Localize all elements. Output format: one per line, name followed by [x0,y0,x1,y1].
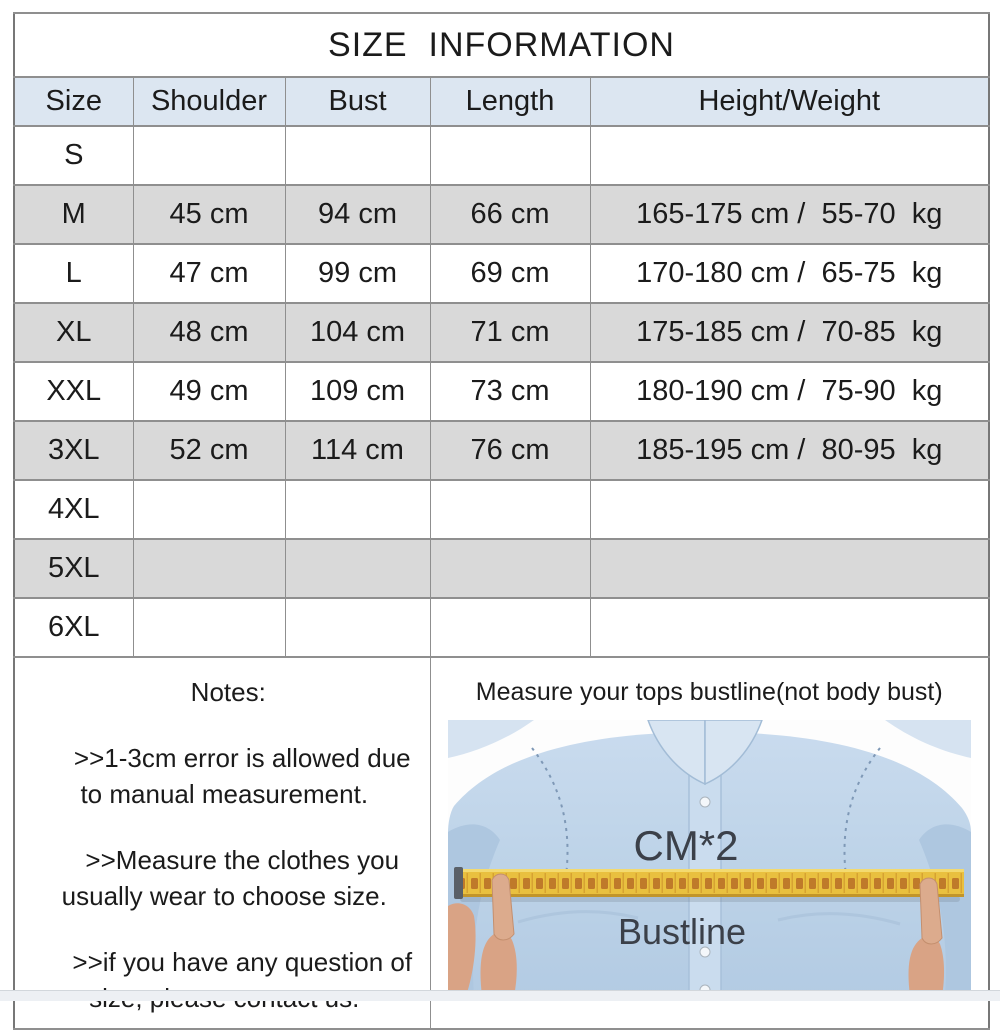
bust-cell: 114 cm [284,420,431,481]
measure-caption: Measure your tops bustline(not body bust… [475,678,943,706]
height-weight-cell [589,479,990,540]
left-armhole-seam [530,747,569,877]
table-header-row: Size Shoulder Bust Length Height/Weight [13,76,990,127]
measure-section: Measure your tops bustline(not body bust… [429,656,990,1030]
shirt-button [699,946,711,958]
tape-shadow [459,896,960,902]
right-hand [908,936,944,996]
right-side-shading [918,824,971,996]
notes-heading: Notes: [190,677,266,707]
height-weight-cell [589,125,990,186]
note-item-choose-size: >>Measure the clothes you usually wear t… [61,845,400,911]
bottom-strip [0,990,1000,1001]
height-weight-cell [589,538,990,599]
title-row: SIZE INFORMATION [13,12,990,78]
bust-cell [284,538,431,599]
height-weight-cell: 170-180 cm / 65-75 kg [589,243,990,304]
size-cell: L [13,243,134,304]
table-row-l: L 47 cm 99 cm 69 cm 170-180 cm / 65-75 k… [13,243,990,304]
notes-section: Notes: >>1-3cm error is allowed due to m… [13,656,431,1030]
length-cell: 69 cm [429,243,591,304]
left-finger [491,873,515,941]
right-armhole-seam [843,747,881,877]
height-weight-cell: 175-185 cm / 70-85 kg [589,302,990,363]
length-cell: 76 cm [429,420,591,481]
height-weight-cell: 185-195 cm / 80-95 kg [589,420,990,481]
right-sleeve [884,720,971,758]
length-cell: 73 cm [429,361,591,422]
wrinkle-line [777,912,901,926]
column-header-shoulder: Shoulder [132,76,286,127]
photo-label-cm2: CM*2 [633,822,738,869]
left-sleeve [447,720,534,758]
note-item-contact-us: >>if you have any question of size, plea… [72,947,413,1013]
bustline-measure-photo: CM*2 [447,720,971,996]
bust-cell: 99 cm [284,243,431,304]
shoulder-cell [132,597,286,658]
length-cell [429,538,591,599]
size-cell: 3XL [13,420,134,481]
table-row-s: S [13,125,990,186]
size-cell: XXL [13,361,134,422]
bust-cell [284,597,431,658]
column-header-height-weight: Height/Weight [589,76,990,127]
bust-cell [284,125,431,186]
size-chart-sheet: SIZE INFORMATION Size Shoulder Bust Leng… [13,12,990,1030]
size-cell: XL [13,302,134,363]
shoulder-cell [132,125,286,186]
shoulder-cell: 52 cm [132,420,286,481]
shoulder-cell: 48 cm [132,302,286,363]
table-row-xxl: XXL 49 cm 109 cm 73 cm 180-190 cm / 75-9… [13,361,990,422]
wrinkle-line [517,910,639,924]
shoulder-cell: 49 cm [132,361,286,422]
column-header-bust: Bust [284,76,431,127]
height-weight-cell: 180-190 cm / 75-90 kg [589,361,990,422]
size-cell: 4XL [13,479,134,540]
column-header-length: Length [429,76,591,127]
table-row-5xl: 5XL [13,538,990,599]
table-row-3xl: 3XL 52 cm 114 cm 76 cm 185-195 cm / 80-9… [13,420,990,481]
table-row-4xl: 4XL [13,479,990,540]
size-cell: S [13,125,134,186]
height-weight-cell [589,597,990,658]
table-row-m: M 45 cm 94 cm 66 cm 165-175 cm / 55-70 k… [13,184,990,245]
column-header-size: Size [13,76,134,127]
size-table: SIZE INFORMATION Size Shoulder Bust Leng… [13,12,990,1030]
size-cell: M [13,184,134,245]
note-item-measurement-error: >>1-3cm error is allowed due to manual m… [73,743,411,809]
right-finger [919,877,943,945]
bust-cell [284,479,431,540]
bust-cell: 104 cm [284,302,431,363]
size-cell: 5XL [13,538,134,599]
page-title: SIZE INFORMATION [13,12,990,78]
shirt-measure-illustration: CM*2 [447,720,971,996]
shoulder-cell: 45 cm [132,184,286,245]
length-cell [429,597,591,658]
length-cell: 66 cm [429,184,591,245]
left-hand [447,903,476,996]
length-cell [429,125,591,186]
size-cell: 6XL [13,597,134,658]
shoulder-cell [132,538,286,599]
height-weight-cell: 165-175 cm / 55-70 kg [589,184,990,245]
left-hand [480,932,517,996]
shoulder-cell: 47 cm [132,243,286,304]
length-cell [429,479,591,540]
shoulder-cell [132,479,286,540]
table-row-6xl: 6XL [13,597,990,658]
bust-cell: 109 cm [284,361,431,422]
shirt-button [699,796,711,808]
photo-label-bustline: Bustline [618,911,746,952]
length-cell: 71 cm [429,302,591,363]
bust-cell: 94 cm [284,184,431,245]
collar-right [704,720,763,786]
table-row-xl: XL 48 cm 104 cm 71 cm 175-185 cm / 70-85… [13,302,990,363]
bottom-row: Notes: >>1-3cm error is allowed due to m… [13,656,990,1030]
tape-end-cap [453,867,463,899]
